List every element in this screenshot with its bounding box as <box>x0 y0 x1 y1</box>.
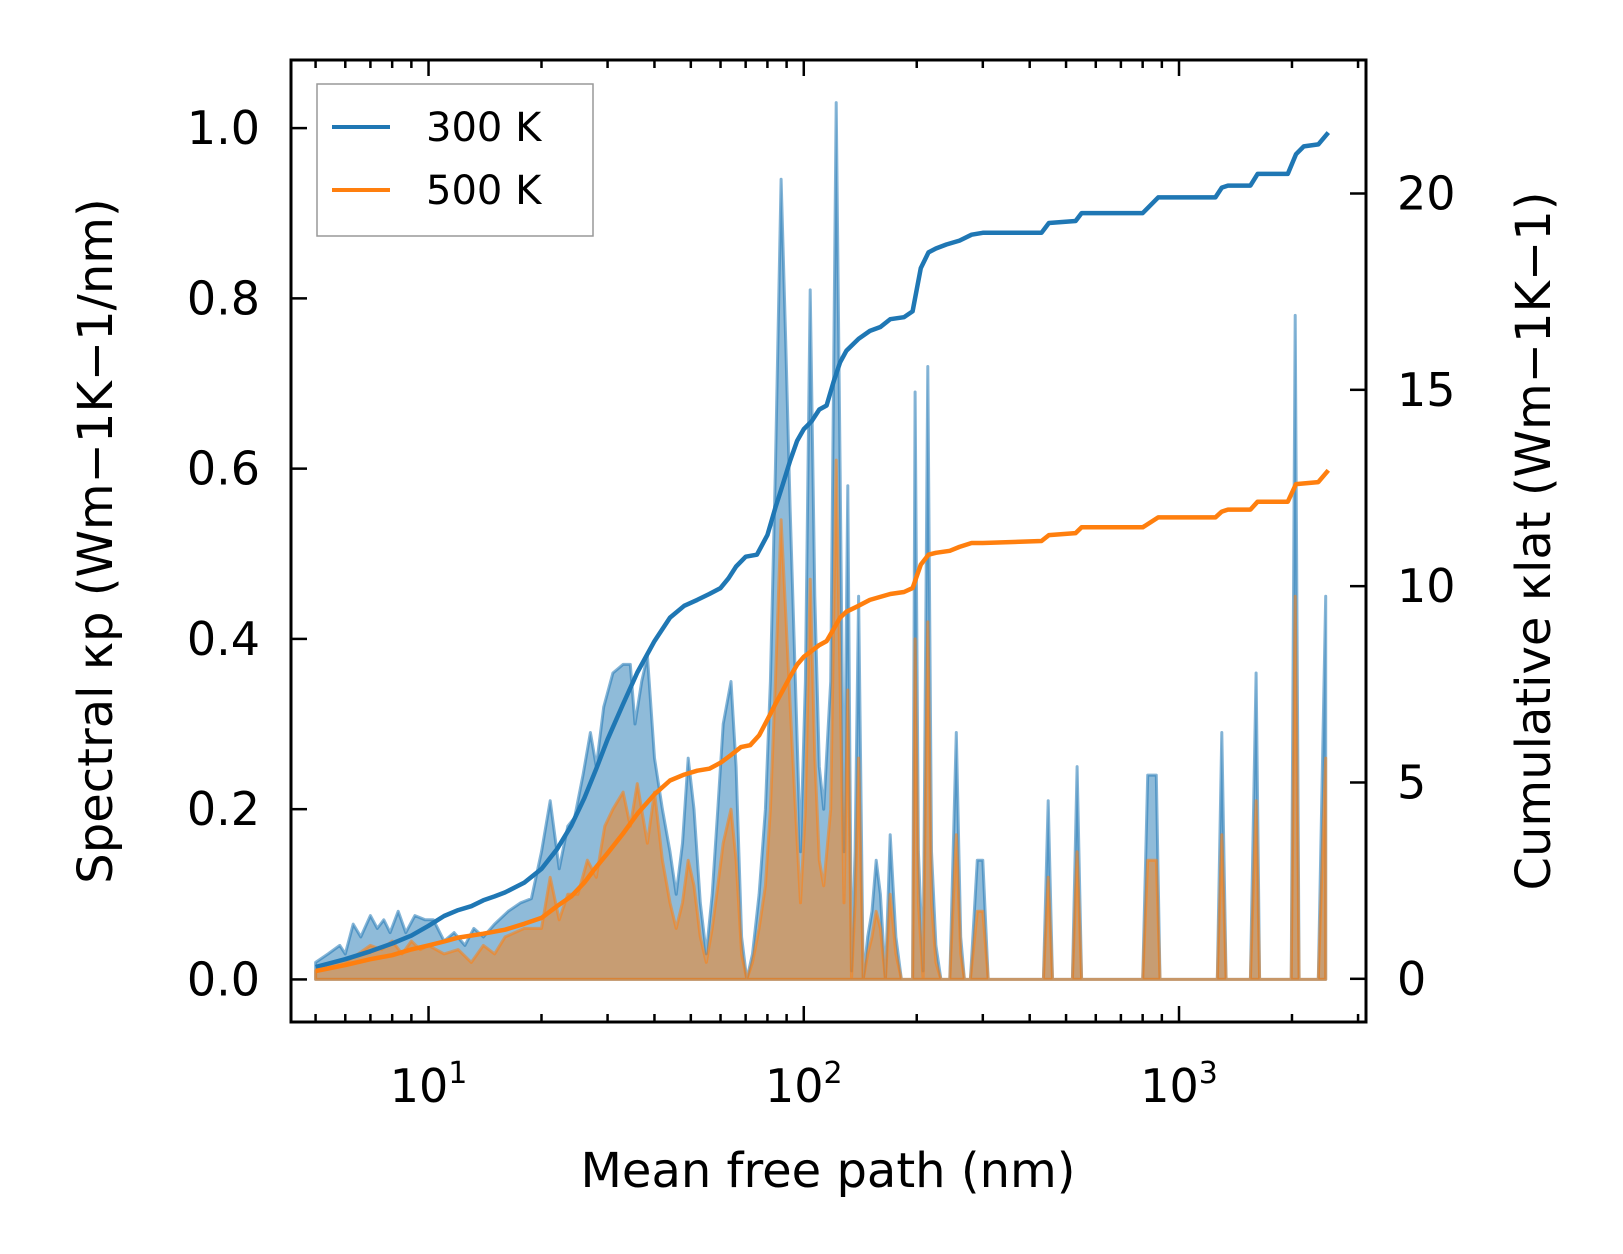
x-tick-label: 103 <box>1140 1056 1218 1113</box>
y-left-tick-label: 0.4 <box>187 612 260 666</box>
legend: 300 K 500 K <box>316 83 594 237</box>
y-left-tick-label: 0.2 <box>187 782 260 836</box>
x-tick-label: 102 <box>765 1056 843 1113</box>
y-axis-label-right: Cumulative κlat (Wm−1K−1) <box>1506 192 1562 891</box>
x-axis-label: Mean free path (nm) <box>581 1143 1076 1199</box>
y-left-tick-label: 0.0 <box>187 952 260 1006</box>
y-axis-label-left: Spectral κp (Wm−1K−1/nm) <box>68 198 124 883</box>
cumulative-line-300k <box>315 131 1331 970</box>
plot-frame <box>289 58 1368 1024</box>
legend-label-500k: 500 K <box>426 168 543 214</box>
legend-label-300k: 300 K <box>426 105 543 151</box>
y-left-tick-label: 1.0 <box>187 101 260 155</box>
spectral-area-300k <box>314 101 1328 981</box>
y-right-tick-label: 15 <box>1397 363 1456 417</box>
legend-frame <box>316 83 594 237</box>
cumulative-line-500k <box>315 468 1331 974</box>
y-right-tick-label: 10 <box>1397 559 1456 613</box>
y-right-tick-label: 0 <box>1397 952 1426 1006</box>
spectral-area-500k <box>314 458 1328 981</box>
y-right-tick-label: 5 <box>1397 755 1426 809</box>
y-left-tick-label: 0.8 <box>187 271 260 325</box>
y-left-tick-label: 0.6 <box>187 442 260 496</box>
y-right-tick-label: 20 <box>1397 167 1456 221</box>
x-tick-label: 101 <box>390 1056 468 1113</box>
tick-labels: 101 102 103 0.0 0.2 0.4 0.6 0.8 1.0 0 5 10 15 20 <box>187 101 1456 1113</box>
spectral-area-layer <box>314 101 1328 981</box>
cumulative-line-layer <box>315 131 1331 974</box>
